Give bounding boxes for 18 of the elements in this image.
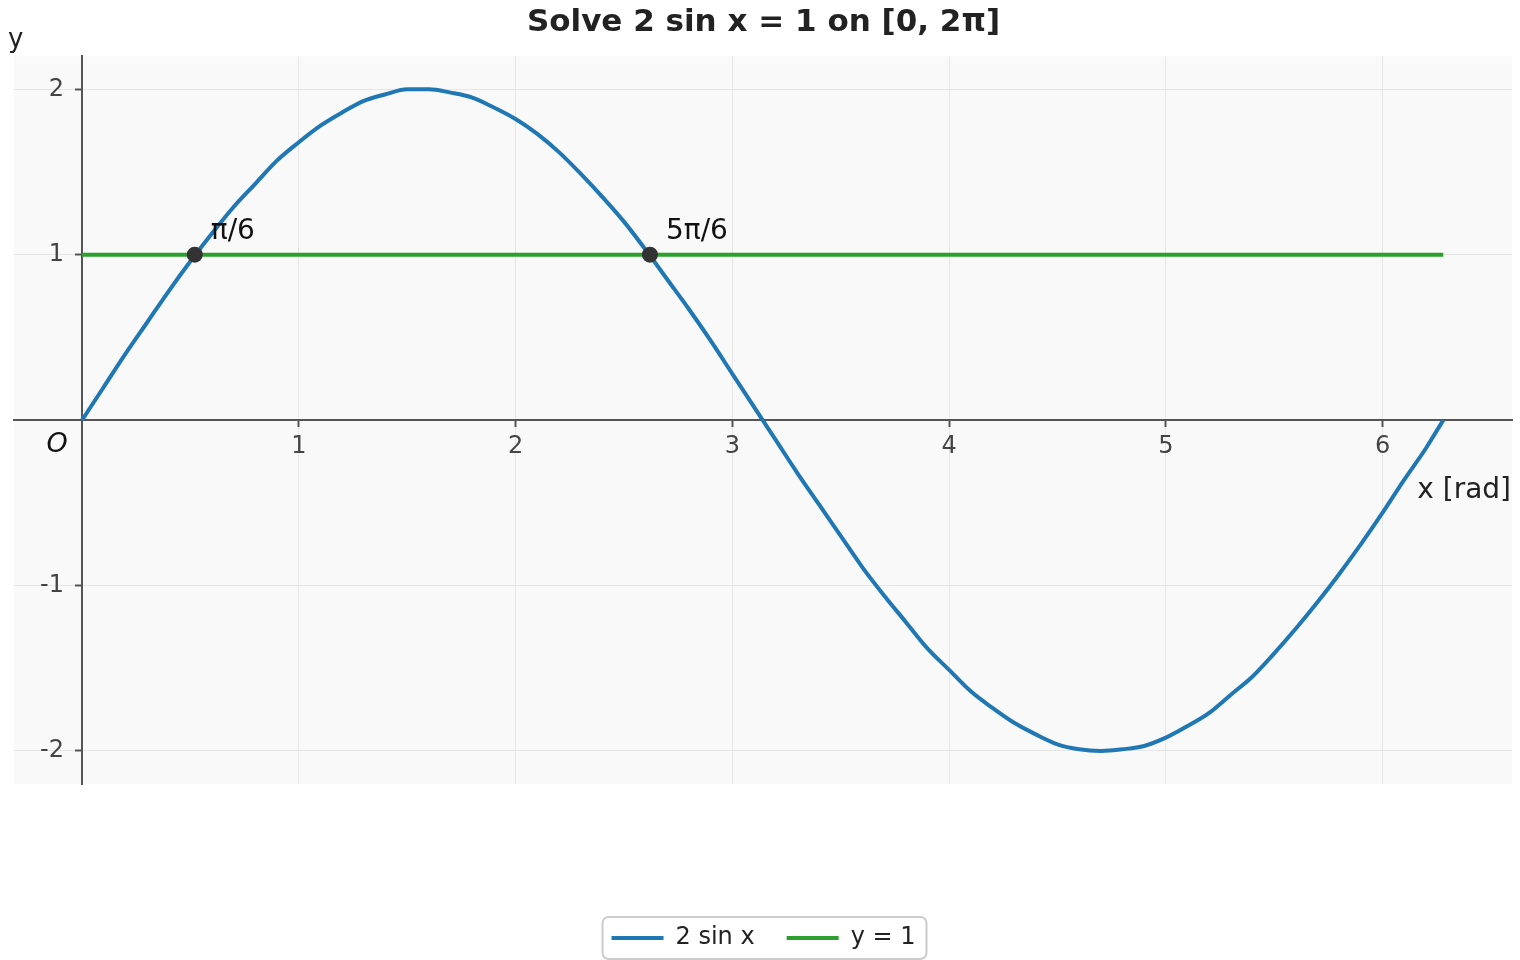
annotation: 5π/6	[665, 212, 728, 246]
y-tick-label: 1	[48, 238, 65, 267]
chart-title: Solve 2 sin x = 1 on [0, 2π]	[526, 1, 1001, 38]
x-tick-label: 5	[1158, 430, 1174, 459]
y-tick-label: -1	[40, 569, 65, 598]
x-tick-label: 1	[291, 430, 307, 459]
y-axis-title: y	[8, 22, 24, 53]
x-tick-label: 6	[1374, 430, 1391, 459]
y-tick-label: -2	[40, 735, 65, 764]
x-tick-label: 4	[941, 430, 957, 459]
y-tick-label: 2	[48, 73, 65, 102]
x-axis-title: x [rad]	[1417, 472, 1511, 506]
legend-label: 2 sin x	[675, 922, 755, 951]
line-series	[80, 87, 1446, 753]
annotation: O	[46, 427, 68, 459]
x-tick-label: 2	[507, 430, 524, 459]
legend-label: y = 1	[850, 922, 916, 951]
x-tick-label: 3	[724, 430, 740, 459]
